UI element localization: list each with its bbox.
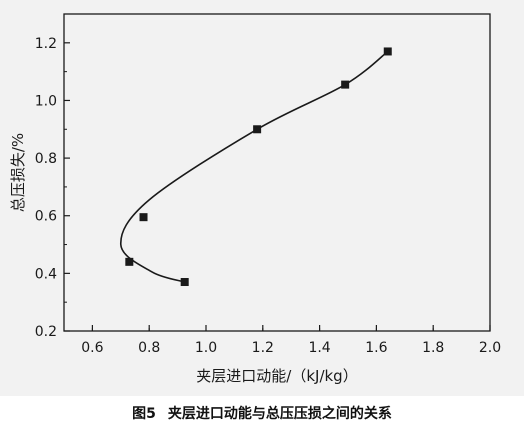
y-tick-label: 0.2 [35, 324, 57, 340]
data-point-marker [383, 47, 392, 56]
y-axis-title: 总压损失/% [9, 133, 27, 212]
x-tick-label: 1.4 [308, 340, 330, 356]
figure-caption: 图5 夹层进口动能与总压压损之间的关系 [0, 398, 524, 428]
data-point-marker [139, 213, 148, 222]
y-tick-label: 0.6 [35, 209, 57, 225]
caption-text: 夹层进口动能与总压压损之间的关系 [167, 406, 392, 422]
figure-number: 图5 [132, 406, 156, 422]
x-tick-label: 0.8 [138, 340, 160, 356]
axes-frame [63, 13, 491, 332]
x-axis-title: 夹层进口动能/（kJ/kg） [196, 367, 357, 385]
y-tick-label: 1.0 [35, 93, 57, 109]
data-point-marker [180, 278, 189, 287]
y-tick-label: 0.8 [35, 151, 57, 167]
y-tick-label: 1.2 [35, 36, 57, 52]
x-tick-label: 0.6 [81, 340, 103, 356]
y-tick-label: 0.4 [35, 266, 57, 282]
x-tick-label: 1.6 [365, 340, 387, 356]
plot-area: 0.6 0.8 1.0 1.2 1.4 1.6 1.8 2.0 0.2 0.4 0.6 0.8 1.0… [0, 0, 524, 396]
data-point-marker [341, 80, 350, 89]
data-point-marker [253, 125, 262, 134]
x-tick-label: 1.8 [422, 340, 444, 356]
y-ticks: 0.2 0.4 0.6 0.8 1.0 1.2 [35, 36, 70, 340]
data-point-marker [125, 257, 134, 266]
x-tick-label: 1.2 [252, 340, 274, 356]
x-tick-label: 1.0 [195, 340, 217, 356]
scatter-chart: 0.6 0.8 1.0 1.2 1.4 1.6 1.8 2.0 0.2 0.4 0.6 0.8 1.0… [9, 13, 501, 385]
x-tick-label: 2.0 [479, 340, 501, 356]
data-markers [125, 47, 392, 287]
x-ticks: 0.6 0.8 1.0 1.2 1.4 1.6 1.8 2.0 [81, 325, 501, 356]
